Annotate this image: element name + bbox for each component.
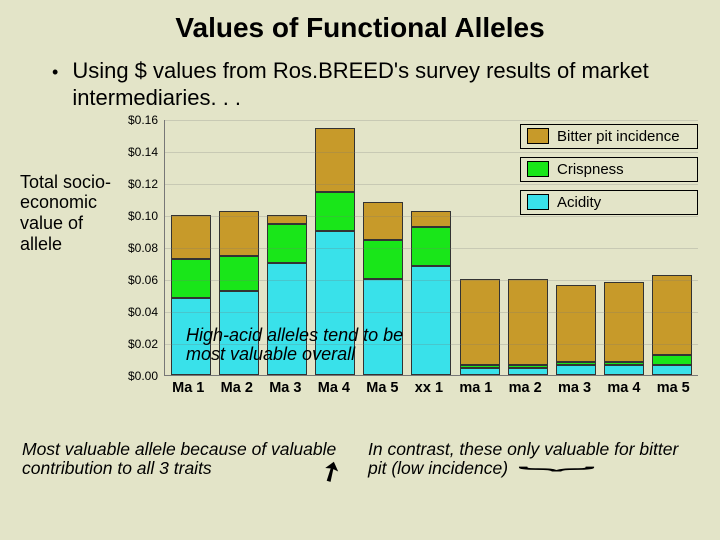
- bullet-dot: •: [52, 62, 58, 84]
- y-tick: $0.04: [118, 305, 158, 319]
- bar-segment: [508, 279, 548, 365]
- y-axis-label: Total socio-economic value of allele: [20, 172, 116, 255]
- bar-segment: [652, 355, 692, 365]
- slide-title: Values of Functional Alleles: [18, 12, 702, 44]
- bottom-right-note: In contrast, these only valuable for bit…: [368, 440, 698, 479]
- y-tick: $0.12: [118, 177, 158, 191]
- bar-segment: [604, 365, 644, 375]
- x-tick-label: ma 1: [459, 380, 492, 396]
- x-tick-label: Ma 4: [318, 380, 350, 396]
- legend-swatch: [527, 194, 549, 210]
- x-tick-label: Ma 3: [269, 380, 301, 396]
- legend-label: Bitter pit incidence: [557, 128, 680, 145]
- bar-segment: [363, 202, 403, 240]
- bar-segment: [171, 259, 211, 297]
- bar-segment: [460, 279, 500, 365]
- y-tick: $0.06: [118, 273, 158, 287]
- bar-segment: [363, 240, 403, 278]
- legend-label: Acidity: [557, 194, 601, 211]
- y-tick: $0.16: [118, 113, 158, 127]
- bar-segment: [604, 282, 644, 362]
- bar-segment: [267, 224, 307, 262]
- bar-segment: [556, 285, 596, 362]
- y-tick: $0.00: [118, 369, 158, 383]
- y-tick: $0.08: [118, 241, 158, 255]
- x-axis-labels: Ma 1 Ma 2 Ma 3 Ma 4 Ma 5 xx 1 ma 1 ma 2 ma 3 ma 4…: [164, 380, 698, 396]
- legend-item: Crispness: [520, 157, 698, 182]
- bar-segment: [411, 227, 451, 265]
- bar-segment: [411, 211, 451, 227]
- bar: [460, 279, 500, 375]
- x-tick-label: Ma 5: [366, 380, 398, 396]
- bar-segment: [171, 215, 211, 260]
- gridline: [165, 248, 698, 249]
- y-tick: $0.14: [118, 145, 158, 159]
- legend-swatch: [527, 161, 549, 177]
- gridline: [165, 120, 698, 121]
- x-tick-label: xx 1: [415, 380, 443, 396]
- bar-segment: [460, 368, 500, 374]
- x-tick-label: Ma 1: [172, 380, 204, 396]
- bottom-notes: Most valuable allele because of valuable…: [18, 440, 702, 479]
- x-tick-label: ma 5: [657, 380, 690, 396]
- bar: [652, 275, 692, 374]
- y-tick: $0.02: [118, 337, 158, 351]
- bullet-row: • Using $ values from Ros.BREED's survey…: [52, 58, 678, 112]
- bar-segment: [219, 211, 259, 256]
- bar-segment: [652, 365, 692, 375]
- bullet-text: Using $ values from Ros.BREED's survey r…: [72, 58, 678, 112]
- legend-item: Acidity: [520, 190, 698, 215]
- legend-swatch: [527, 128, 549, 144]
- gridline: [165, 280, 698, 281]
- bar-segment: [219, 256, 259, 291]
- chart-area: Total socio-economic value of allele $0.…: [20, 120, 702, 410]
- bar: [604, 282, 644, 375]
- legend: Bitter pit incidence Crispness Acidity: [520, 124, 698, 223]
- x-tick-label: Ma 2: [221, 380, 253, 396]
- x-tick-label: ma 2: [509, 380, 542, 396]
- bar: [556, 285, 596, 375]
- bar-segment: [315, 192, 355, 230]
- bar-segment: [556, 365, 596, 375]
- bar-segment: [508, 368, 548, 374]
- x-tick-label: ma 4: [607, 380, 640, 396]
- overlay-note: High-acid alleles tend to be most valuab…: [186, 326, 436, 366]
- bar-segment: [315, 128, 355, 192]
- bar: [508, 279, 548, 375]
- bottom-left-note: Most valuable allele because of valuable…: [22, 440, 357, 479]
- legend-label: Crispness: [557, 161, 624, 178]
- x-tick-label: ma 3: [558, 380, 591, 396]
- gridline: [165, 312, 698, 313]
- legend-item: Bitter pit incidence: [520, 124, 698, 149]
- y-tick: $0.10: [118, 209, 158, 223]
